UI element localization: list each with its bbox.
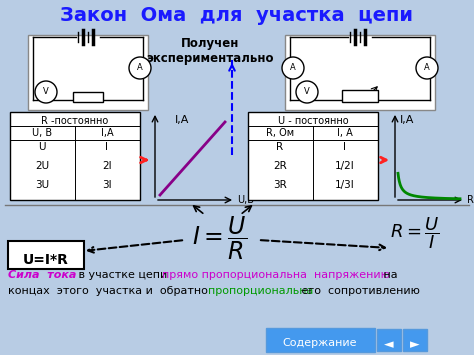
Text: 2I: 2I	[102, 161, 112, 171]
Text: I,A: I,A	[100, 128, 113, 138]
Text: в участке цепи: в участке цепи	[75, 270, 171, 280]
Circle shape	[35, 81, 57, 103]
Text: I,A: I,A	[400, 115, 414, 125]
Text: U, В: U, В	[32, 128, 52, 138]
FancyBboxPatch shape	[266, 328, 375, 352]
Text: 1/3I: 1/3I	[335, 180, 355, 190]
Text: 2R: 2R	[273, 161, 287, 171]
Text: 2U: 2U	[35, 161, 49, 171]
Text: $R = \dfrac{U}{I}$: $R = \dfrac{U}{I}$	[390, 215, 440, 251]
FancyBboxPatch shape	[28, 35, 148, 110]
FancyBboxPatch shape	[73, 92, 103, 102]
FancyBboxPatch shape	[342, 90, 378, 102]
Circle shape	[296, 81, 318, 103]
Text: V: V	[43, 87, 49, 97]
Circle shape	[129, 57, 151, 79]
Text: V: V	[304, 87, 310, 97]
Text: U - постоянно: U - постоянно	[278, 116, 348, 126]
Text: 3R: 3R	[273, 180, 287, 190]
Text: 1/2I: 1/2I	[335, 161, 355, 171]
Text: прямо пропорциональна  напряжению: прямо пропорциональна напряжению	[162, 270, 390, 280]
Text: $I = \dfrac{U}{R}$: $I = \dfrac{U}{R}$	[192, 215, 247, 262]
FancyBboxPatch shape	[285, 35, 435, 110]
FancyBboxPatch shape	[403, 329, 427, 351]
Text: R, Ом: R, Ом	[266, 128, 294, 138]
Text: U=I*R: U=I*R	[23, 253, 69, 267]
Text: пропорциональна: пропорциональна	[208, 286, 313, 296]
Text: 3U: 3U	[35, 180, 49, 190]
Text: R: R	[276, 142, 283, 152]
Text: A: A	[424, 64, 430, 72]
Text: U,B: U,B	[237, 195, 254, 205]
Text: I,A: I,A	[175, 115, 190, 125]
Text: ►: ►	[410, 338, 420, 351]
Text: A: A	[137, 64, 143, 72]
Text: 3I: 3I	[102, 180, 112, 190]
FancyBboxPatch shape	[377, 329, 401, 351]
FancyBboxPatch shape	[10, 112, 140, 200]
Text: I: I	[106, 142, 109, 152]
Text: ◄: ◄	[384, 338, 394, 351]
Text: Сила  тока: Сила тока	[8, 270, 76, 280]
Text: на: на	[380, 270, 398, 280]
Text: его  сопротивлению: его сопротивлению	[298, 286, 420, 296]
Text: U: U	[38, 142, 46, 152]
Text: Закон  Ома  для  участка  цепи: Закон Ома для участка цепи	[61, 6, 413, 25]
FancyBboxPatch shape	[248, 112, 378, 200]
Text: R -постоянно: R -постоянно	[41, 116, 109, 126]
FancyBboxPatch shape	[8, 241, 84, 269]
Text: концах  этого  участка и  обратно: концах этого участка и обратно	[8, 286, 211, 296]
Circle shape	[416, 57, 438, 79]
Text: A: A	[290, 64, 296, 72]
Circle shape	[282, 57, 304, 79]
Text: Содержание: Содержание	[283, 338, 357, 348]
Text: Получен
экспериментально: Получен экспериментально	[146, 37, 274, 65]
Text: I, A: I, A	[337, 128, 353, 138]
Text: I: I	[344, 142, 346, 152]
Text: R,Ом: R,Ом	[467, 195, 474, 205]
